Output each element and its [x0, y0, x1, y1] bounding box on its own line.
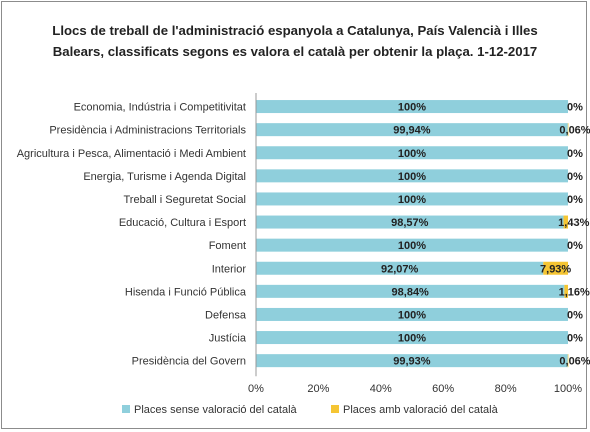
data-label-without-catalan: 100% [398, 171, 426, 183]
x-tick-label: 100% [554, 383, 582, 395]
legend-swatch-with-catalan [331, 405, 339, 413]
data-label-with-catalan: 0,06% [559, 125, 590, 137]
data-label-without-catalan: 100% [398, 333, 426, 345]
bar-segment-with-catalan [567, 123, 569, 137]
data-label-without-catalan: 98,57% [391, 217, 429, 229]
data-label-without-catalan: 100% [398, 309, 426, 321]
chart-title-line-1: Llocs de treball de l'administració espa… [52, 23, 538, 38]
data-label-with-catalan: 0,06% [559, 356, 590, 368]
data-label-without-catalan: 99,93% [393, 356, 431, 368]
x-tick-label: 60% [432, 383, 454, 395]
legend-label-without-catalan: Places sense valoració del català [134, 404, 298, 416]
bar-segment-without-catalan [256, 192, 568, 206]
legend-swatch-without-catalan [122, 405, 130, 413]
data-label-without-catalan: 98,84% [392, 286, 430, 298]
category-label: Foment [209, 240, 246, 252]
bar-segment-without-catalan [256, 354, 568, 368]
category-label: Treball i Seguretat Social [124, 194, 247, 206]
data-label-with-catalan: 0% [567, 333, 583, 345]
legend-label-with-catalan: Places amb valoració del català [343, 404, 499, 416]
x-tick-label: 40% [370, 383, 392, 395]
data-label-without-catalan: 100% [398, 240, 426, 252]
bar-segment-without-catalan [256, 146, 568, 160]
data-label-without-catalan: 92,07% [381, 263, 419, 275]
category-label: Defensa [205, 309, 247, 321]
data-label-with-catalan: 0% [567, 309, 583, 321]
category-label: Justícia [209, 333, 247, 345]
bar-segment-with-catalan [564, 284, 568, 298]
bar-segment-without-catalan [256, 169, 568, 183]
data-label-with-catalan: 0% [567, 102, 583, 114]
data-label-with-catalan: 1,16% [559, 286, 590, 298]
category-label: Presidència i Administracions Territoria… [49, 125, 246, 137]
data-label-with-catalan: 0% [567, 148, 583, 160]
bar-segment-without-catalan [256, 100, 568, 114]
bar-segment-with-catalan [567, 354, 569, 368]
bar-segment-without-catalan [256, 215, 564, 229]
data-label-with-catalan: 0% [567, 171, 583, 183]
category-label: Hisenda i Funció Pública [125, 286, 247, 298]
x-tick-label: 0% [248, 383, 264, 395]
data-label-with-catalan: 7,93% [540, 263, 571, 275]
x-tick-label: 20% [307, 383, 329, 395]
category-label: Educació, Cultura i Esport [119, 217, 246, 229]
data-label-without-catalan: 99,94% [393, 125, 431, 137]
bar-segment-with-catalan [543, 261, 568, 275]
bar-segment-without-catalan [256, 284, 565, 298]
category-label: Economia, Indústria i Competitivitat [74, 102, 246, 114]
category-label: Energia, Turisme i Agenda Digital [83, 171, 246, 183]
data-label-without-catalan: 100% [398, 102, 426, 114]
bar-segment-without-catalan [256, 123, 568, 137]
x-tick-label: 80% [495, 383, 517, 395]
bar-segment-without-catalan [256, 307, 568, 321]
data-label-without-catalan: 100% [398, 148, 426, 160]
bar-segment-with-catalan [563, 215, 568, 229]
data-label-without-catalan: 100% [398, 194, 426, 206]
chart-title: Llocs de treball de l'administració espa… [0, 20, 590, 62]
category-label: Interior [212, 263, 247, 275]
bar-segment-without-catalan [256, 238, 568, 252]
chart-title-line-2: Balears, classificats segons es valora e… [52, 44, 538, 59]
data-label-with-catalan: 0% [567, 240, 583, 252]
data-label-with-catalan: 0% [567, 194, 583, 206]
data-label-with-catalan: 1,43% [558, 217, 589, 229]
category-label: Presidència del Govern [132, 356, 246, 368]
category-label: Agricultura i Pesca, Alimentació i Medi … [17, 148, 246, 160]
bar-segment-without-catalan [256, 331, 568, 345]
bar-segment-without-catalan [256, 261, 544, 275]
